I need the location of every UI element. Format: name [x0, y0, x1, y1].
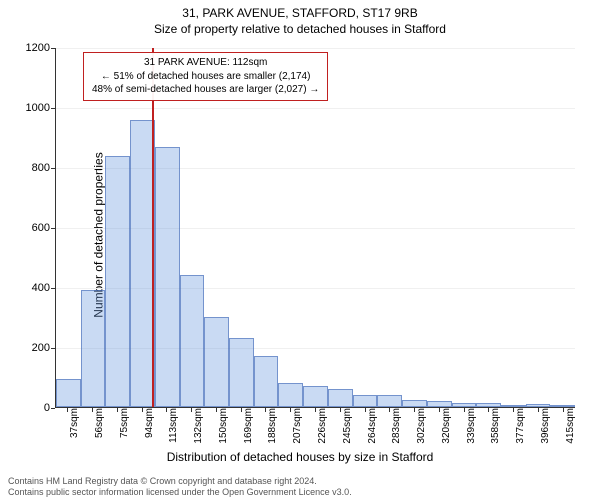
bar — [81, 290, 106, 407]
x-tick: 415sqm — [561, 408, 576, 444]
x-tick: 339sqm — [462, 408, 477, 444]
bar — [427, 401, 452, 407]
bar — [402, 400, 427, 407]
chart-area: 020040060080010001200 37sqm56sqm75sqm94s… — [55, 48, 575, 408]
bar — [328, 389, 353, 407]
title-sub: Size of property relative to detached ho… — [0, 20, 600, 36]
plot — [55, 48, 575, 408]
bar — [155, 147, 180, 407]
bar — [452, 403, 477, 407]
bar — [254, 356, 279, 407]
bar — [353, 395, 378, 407]
x-tick: 56sqm — [90, 408, 105, 438]
x-tick: 320sqm — [437, 408, 452, 444]
x-tick: 75sqm — [115, 408, 130, 438]
title-main: 31, PARK AVENUE, STAFFORD, ST17 9RB — [0, 0, 600, 20]
bar — [303, 386, 328, 407]
x-axis-label: Distribution of detached houses by size … — [0, 450, 600, 464]
x-tick: 396sqm — [536, 408, 551, 444]
bar — [278, 383, 303, 407]
x-tick: 302sqm — [412, 408, 427, 444]
x-tick: 169sqm — [239, 408, 254, 444]
footer-line2: Contains public sector information licen… — [8, 487, 592, 498]
bar — [377, 395, 402, 407]
marker-line — [152, 48, 154, 407]
bar — [130, 120, 155, 407]
footer: Contains HM Land Registry data © Crown c… — [8, 476, 592, 498]
x-tick: 188sqm — [263, 408, 278, 444]
bar — [180, 275, 205, 407]
annotation-line3: 48% of semi-detached houses are larger (… — [92, 83, 319, 97]
x-tick: 283sqm — [387, 408, 402, 444]
bar — [526, 404, 551, 407]
bar — [56, 379, 81, 407]
annotation-box: 31 PARK AVENUE: 112sqm ← 51% of detached… — [83, 52, 328, 101]
footer-line1: Contains HM Land Registry data © Crown c… — [8, 476, 592, 487]
x-tick: 207sqm — [288, 408, 303, 444]
bar — [105, 156, 130, 407]
x-tick: 264sqm — [363, 408, 378, 444]
bar — [229, 338, 254, 407]
bars — [56, 48, 575, 407]
x-tick: 37sqm — [65, 408, 80, 438]
x-tick: 245sqm — [338, 408, 353, 444]
x-tick: 132sqm — [189, 408, 204, 444]
x-tick: 113sqm — [164, 408, 179, 443]
bar — [550, 405, 575, 407]
annotation-line1: 31 PARK AVENUE: 112sqm — [92, 56, 319, 70]
bar — [476, 403, 501, 407]
bar — [204, 317, 229, 407]
x-tick: 358sqm — [486, 408, 501, 444]
x-tick: 226sqm — [313, 408, 328, 444]
x-tick: 150sqm — [214, 408, 229, 444]
x-tick: 94sqm — [140, 408, 155, 438]
x-tick: 377sqm — [511, 408, 526, 444]
annotation-line2: ← 51% of detached houses are smaller (2,… — [92, 70, 319, 84]
bar — [501, 405, 526, 407]
